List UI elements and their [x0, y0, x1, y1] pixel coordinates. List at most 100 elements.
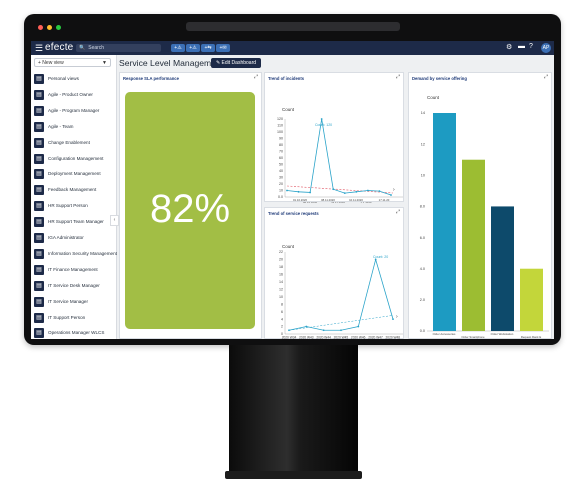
new-view-select[interactable]: + New view ▼	[34, 58, 111, 67]
data-point[interactable]	[357, 325, 360, 328]
data-point[interactable]	[309, 191, 312, 194]
edit-dashboard-button[interactable]: ✎ Edit Dashboard	[211, 58, 261, 68]
view-icon: ▤	[34, 74, 44, 84]
y-tick-label: 14	[421, 111, 425, 115]
search-input[interactable]: 🔍 Search	[76, 44, 161, 52]
address-bar[interactable]	[186, 22, 400, 31]
demand-bar[interactable]	[520, 268, 543, 331]
chart-next-arrow-icon[interactable]: ›	[393, 187, 395, 193]
view-icon: ▤	[34, 201, 44, 212]
y-axis-label: Count	[282, 244, 295, 249]
data-point[interactable]	[322, 329, 325, 332]
expand-icon[interactable]: ⤢	[543, 74, 548, 80]
minimize-dot-icon[interactable]	[47, 25, 52, 30]
sidebar: + New view ▼ ▤ Personal views ▤ Agile - Pro…	[31, 55, 119, 339]
quick-action-button[interactable]: +✉	[216, 44, 230, 52]
sidebar-item[interactable]: ▤ Change Enablement	[31, 135, 116, 151]
y-tick-label: 110	[277, 124, 283, 128]
window-controls	[38, 25, 61, 30]
x-tick-label: 2020 W45	[334, 336, 349, 340]
data-point[interactable]	[374, 258, 377, 261]
maximize-dot-icon[interactable]	[56, 25, 61, 30]
y-tick-label: 90	[279, 137, 283, 141]
sidebar-item[interactable]: ▤ Personal views	[31, 71, 116, 87]
x-tick-label: 2020 W47	[368, 336, 383, 340]
monitor-stand	[229, 345, 358, 473]
hamburger-menu-icon[interactable]: ☰	[35, 43, 44, 53]
sidebar-item-label: Deployment Management	[48, 171, 101, 177]
data-point[interactable]	[305, 325, 308, 328]
y-axis-label: Count	[427, 95, 440, 100]
sidebar-item-label: IT Service Desk Manager	[48, 282, 100, 288]
sidebar-item[interactable]: ▤ HR Support Team Manager	[31, 214, 116, 230]
x-tick-label: 06.10.2020	[303, 201, 317, 203]
sidebar-item-label: IT Support Person	[48, 314, 86, 320]
data-point[interactable]	[297, 190, 300, 193]
sidebar-item[interactable]: ▤ Agile - Product Owner	[31, 87, 116, 103]
sidebar-item[interactable]: ▤ HR Support Person	[31, 198, 116, 214]
data-point[interactable]	[286, 189, 288, 192]
x-tick-label: 08.11.2020	[321, 198, 335, 202]
y-tick-label: 20	[279, 182, 283, 186]
requests-series-line	[288, 257, 394, 331]
demand-bar[interactable]	[462, 159, 485, 331]
sidebar-item[interactable]: ▤ IGA Administrator	[31, 230, 116, 246]
data-point[interactable]	[320, 118, 323, 120]
sidebar-item[interactable]: ▤ Information Security Management	[31, 246, 117, 262]
y-tick-label: 10	[421, 173, 425, 177]
view-icon: ▤	[34, 328, 44, 339]
data-point[interactable]	[378, 190, 381, 193]
peak-data-label: Count: 20	[373, 255, 388, 259]
sidebar-item[interactable]: ▤ IT Service Desk Manager	[31, 278, 116, 294]
data-point[interactable]	[390, 194, 392, 196]
y-tick-label: 120	[277, 117, 283, 121]
y-tick-label: 70	[279, 150, 283, 154]
sidebar-item-label: Configuration Management	[48, 155, 104, 161]
expand-icon[interactable]: ⤢	[253, 74, 258, 80]
sidebar-item[interactable]: ▤ Agile - Program Manager	[31, 103, 116, 119]
y-axis-label: Count	[282, 107, 295, 112]
incidents-widget: Trend of incidents ⤢ Count 120 110 100 90 80…	[264, 72, 404, 203]
data-point[interactable]	[392, 318, 394, 320]
quick-action-button[interactable]: +⚠	[186, 44, 200, 52]
close-dot-icon[interactable]	[38, 25, 43, 30]
sidebar-item[interactable]: ▤ IT Support Person	[31, 310, 116, 326]
chart-next-arrow-icon[interactable]: ›	[396, 314, 398, 320]
data-point[interactable]	[332, 188, 335, 191]
folder-icon[interactable]: ▬	[518, 43, 525, 50]
y-tick-label: 6	[281, 310, 283, 314]
sidebar-item-label: Information Security Management	[48, 250, 117, 256]
sidebar-item-label: Feedback Management	[48, 187, 97, 193]
data-point[interactable]	[288, 329, 290, 332]
x-tick-label: Order Workstation	[491, 332, 514, 336]
view-icon: ▤	[34, 169, 44, 180]
sidebar-item[interactable]: ▤ Operations Manager WLCS	[31, 325, 116, 339]
avatar[interactable]: AP	[541, 43, 551, 53]
data-point[interactable]	[340, 329, 342, 332]
x-tick-label: 2020 W43	[299, 336, 314, 340]
demand-bar[interactable]	[491, 206, 514, 331]
gear-icon[interactable]: ⚙	[506, 44, 513, 51]
quick-action-button[interactable]: +⚠	[171, 44, 185, 52]
data-point[interactable]	[366, 189, 369, 192]
demand-bar[interactable]	[433, 113, 456, 331]
y-tick-label: 100	[277, 130, 283, 134]
data-point[interactable]	[355, 190, 358, 193]
sidebar-item[interactable]: ▤ IT Finance Management	[31, 262, 116, 278]
sidebar-item[interactable]: ▤ Configuration Management	[31, 151, 116, 167]
sidebar-item[interactable]: ▤ Agile - Team	[31, 119, 116, 135]
collapse-sidebar-button[interactable]: ‹	[110, 215, 119, 226]
help-icon[interactable]: ?	[529, 43, 533, 50]
search-placeholder: Search	[88, 45, 105, 51]
x-tick-label: 2020 W34	[282, 336, 297, 340]
data-point[interactable]	[343, 192, 346, 194]
expand-icon[interactable]: ⤢	[395, 74, 400, 80]
view-icon: ▤	[34, 264, 44, 275]
expand-icon[interactable]: ⤢	[395, 209, 400, 215]
sidebar-item[interactable]: ▤ Deployment Management	[31, 166, 116, 182]
y-tick-label: 30	[279, 176, 283, 180]
quick-action-button[interactable]: +⇆	[201, 44, 215, 52]
sidebar-item[interactable]: ▤ Feedback Management	[31, 182, 116, 198]
y-tick-label: 2.0	[420, 298, 425, 302]
sidebar-item[interactable]: ▤ IT Service Manager	[31, 294, 116, 310]
